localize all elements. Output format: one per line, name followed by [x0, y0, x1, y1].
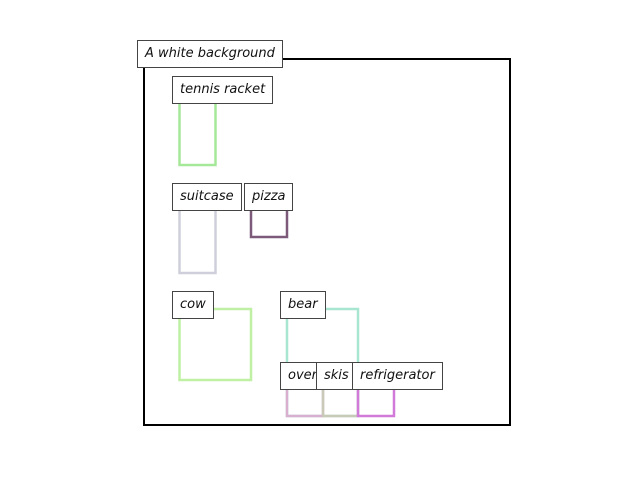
caption-label: A white background	[137, 40, 283, 68]
box-cow	[178, 307, 253, 382]
label-skis: skis	[316, 362, 357, 390]
frame	[143, 58, 511, 426]
label-refrigerator: refrigerator	[352, 362, 443, 390]
label-cow: cow	[172, 291, 214, 319]
label-tennis-racket: tennis racket	[172, 76, 274, 104]
label-suitcase: suitcase	[172, 183, 242, 211]
label-pizza: pizza	[244, 183, 294, 211]
label-bear: bear	[280, 291, 326, 319]
